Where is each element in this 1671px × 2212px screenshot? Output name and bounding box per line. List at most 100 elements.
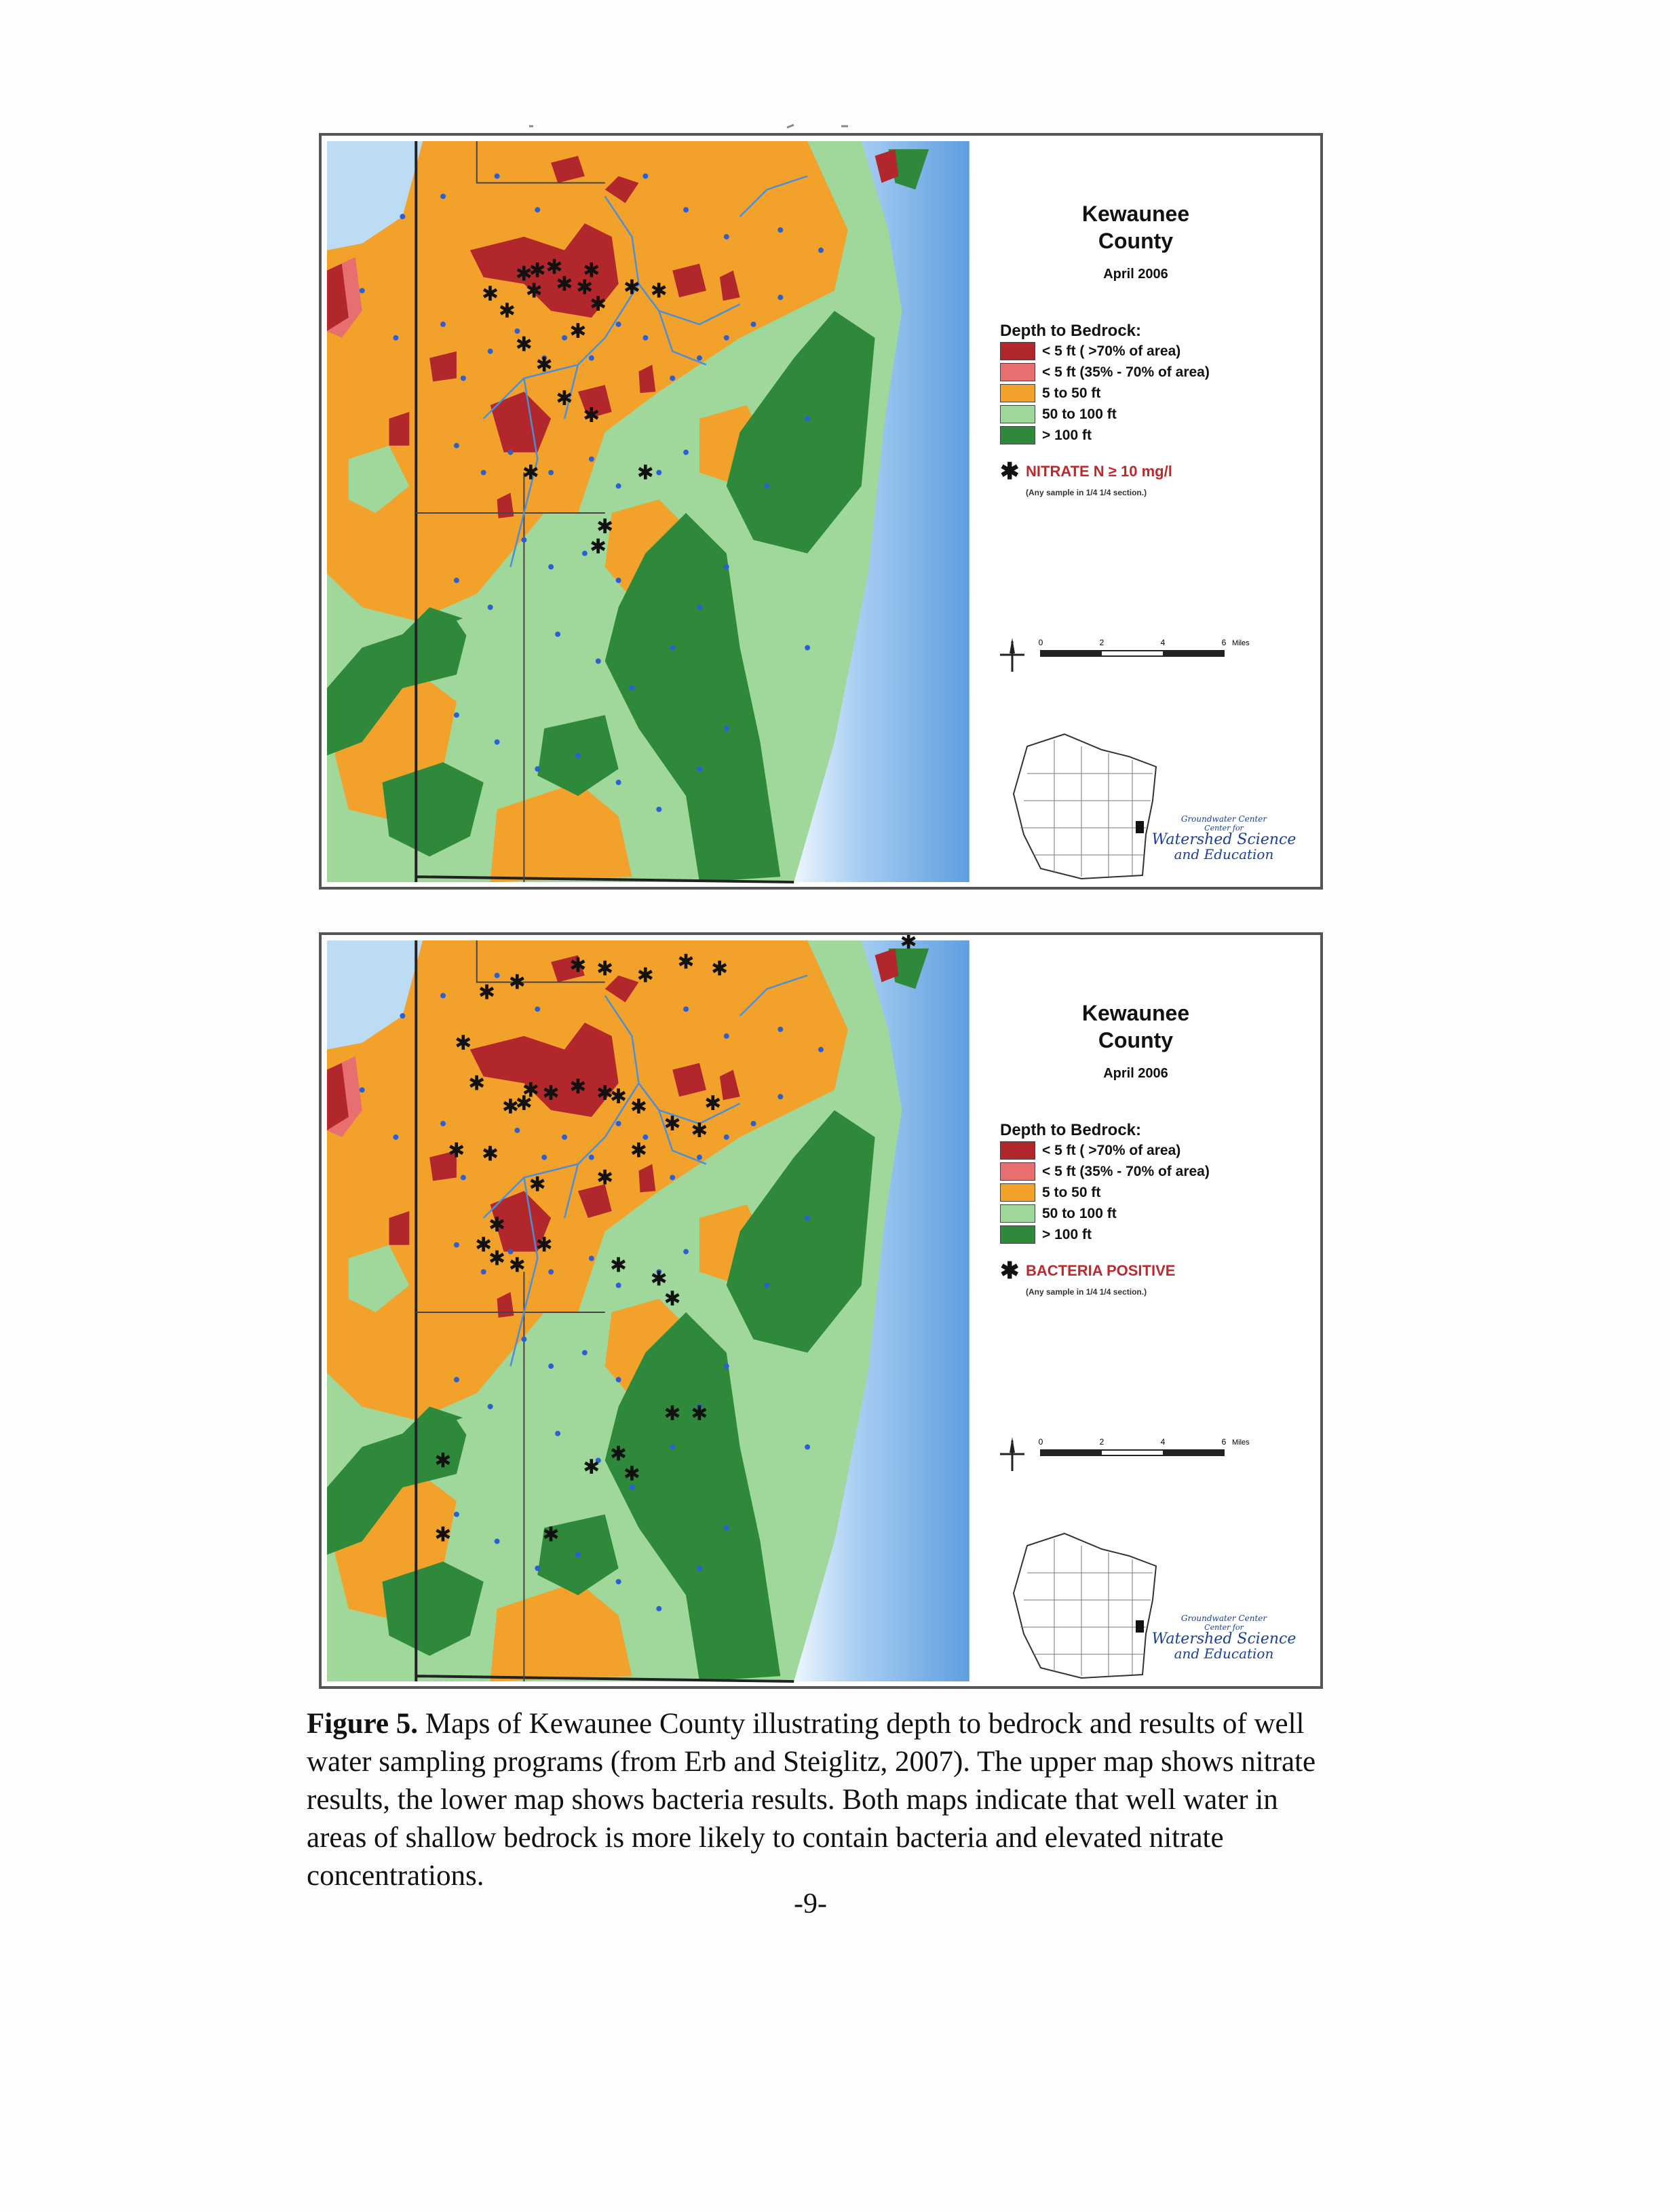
marker-note: (Any sample in 1/4 1/4 section.): [1026, 1287, 1147, 1297]
sample-marker: ✱: [623, 275, 640, 299]
sample-marker: ✱: [502, 1095, 519, 1119]
legend-item: 50 to 100 ft: [1000, 1203, 1312, 1224]
page-number: -9-: [794, 1888, 827, 1920]
sample-marker: ✱: [569, 1075, 586, 1099]
watershed-logo: Groundwater Center Center for Watershed …: [1151, 814, 1297, 862]
sample-marker: ✱: [509, 1253, 526, 1277]
scale-tick: 4: [1161, 638, 1166, 647]
legend-swatch: [1000, 1183, 1035, 1202]
legend-swatch: [1000, 426, 1035, 444]
legend-rows: < 5 ft ( >70% of area) < 5 ft (35% - 70% …: [1000, 341, 1312, 446]
bacteria-markers: ✱ ✱✱ ✱ ✱✱ ✱✱✱✱✱✱✱ ✱ ✱ ✱✱ ✱✱✱✱ ✱✱ ✱✱✱✱✱✱ ✱✱✱✱✱✱✱✱✱ ✱✱…: [435, 935, 917, 1547]
sample-marker: ✱: [651, 279, 668, 303]
scan-marks: [529, 123, 848, 129]
sample-marker: ✱: [630, 1139, 647, 1163]
map-legend: Kewaunee County April 2006 Depth to Bedr…: [1000, 200, 1312, 497]
scale-tick: 6: [1222, 638, 1227, 647]
county-highlight: [1136, 1620, 1144, 1633]
county-title: Kewaunee County: [1081, 202, 1190, 253]
bacteria-map: ✱ ✱ ✱ ✱ ✱ ✱ ✱ ✱ ✱ ✱ ✱ ✱ ✱ ✱ ✱ ✱ ✱ ✱ ✱ ✱ ✱ ✱ ✱ ✱ ✱ ✱ ✱ ✱ ✱ ✱ ✱ ✱ ✱ ✱ ✱ ✱ ✱ ✱ ✱ ✱…: [319, 932, 1323, 1689]
scale-bar: 0 2 4 6 Miles: [1000, 638, 1250, 672]
legend-title: Depth to Bedrock:: [1000, 322, 1142, 340]
map-date: April 2006: [1103, 267, 1168, 282]
legend-swatch: [1000, 1225, 1035, 1244]
legend-label: > 100 ft: [1042, 427, 1092, 443]
nitrate-map: ✱ ✱ ✱ ✱ ✱ ✱ ✱ ✱ ✱ ✱ ✱ ✱ ✱ ✱ ✱ ✱ ✱ ✱ ✱ ✱ ✱ Kewaunee County Ap…: [319, 133, 1323, 890]
sample-marker: ✱: [543, 1082, 560, 1105]
sample-marker: ✱: [704, 1092, 721, 1115]
sample-marker: ✱: [630, 1095, 647, 1119]
scale-tick: 4: [1161, 1437, 1166, 1447]
legend-label: 50 to 100 ft: [1042, 406, 1117, 422]
sample-marker: ✱: [590, 535, 607, 559]
sample-marker: ✱: [509, 970, 526, 994]
map-graphic: ✱✱✱ ✱✱ ✱✱✱✱ ✱✱✱✱✱✱ ✱✱✱✱✱✱: [325, 139, 1317, 884]
legend-item: < 5 ft (35% - 70% of area): [1000, 1161, 1312, 1182]
wisconsin-locator-map: [1012, 733, 1157, 880]
scale-tick: 6: [1222, 1437, 1227, 1447]
sample-marker: ✱: [596, 957, 613, 981]
legend-swatch: [1000, 363, 1035, 381]
legend-swatch: [1000, 1162, 1035, 1181]
marker-label: NITRATE N ≥ 10 mg/l: [1026, 463, 1172, 480]
marker-note: (Any sample in 1/4 1/4 section.): [1026, 488, 1147, 497]
sample-marker: ✱: [526, 279, 543, 303]
legend-label: < 5 ft (35% - 70% of area): [1042, 1163, 1210, 1179]
sample-marker: ✱: [488, 1213, 505, 1237]
sample-marker: ✱: [900, 935, 917, 954]
sample-marker: ✱: [610, 1253, 627, 1277]
legend-title: Depth to Bedrock:: [1000, 1121, 1142, 1139]
map-date: April 2006: [1103, 1066, 1168, 1081]
sample-marker: ✱: [583, 404, 600, 427]
north-arrow-icon: [1000, 638, 1024, 672]
legend-item: 5 to 50 ft: [1000, 383, 1312, 404]
sample-marker: ✱: [691, 1119, 708, 1143]
legend-swatch: [1000, 1141, 1035, 1160]
legend-rows: < 5 ft ( >70% of area) < 5 ft (35% - 70% …: [1000, 1140, 1312, 1245]
sample-marker: ✱: [664, 1402, 681, 1426]
figure-caption: Figure 5. Maps of Kewaunee County illust…: [307, 1705, 1324, 1895]
legend-label: > 100 ft: [1042, 1226, 1092, 1242]
north-arrow-icon: [1000, 1437, 1024, 1471]
scale-bar: 0 2 4 6 Miles: [1000, 1437, 1250, 1471]
sample-marker: ✱: [536, 1234, 553, 1257]
scale-tick: 0: [1039, 1437, 1043, 1447]
sample-marker: ✱: [590, 292, 607, 316]
scale-unit: Miles: [1232, 639, 1250, 647]
scale-tick: 2: [1100, 1437, 1105, 1447]
marker-label: BACTERIA POSITIVE: [1026, 1262, 1176, 1279]
sample-marker: ✱: [610, 1085, 627, 1109]
sample-marker: ✱: [583, 259, 600, 283]
legend-swatch: [1000, 342, 1035, 360]
sample-marker: ✱: [556, 387, 573, 411]
wisconsin-locator-map: [1012, 1532, 1157, 1679]
sample-marker: ✱: [478, 980, 495, 1004]
sample-marker: ✱: [711, 957, 728, 981]
sample-marker: ✱: [596, 1082, 613, 1105]
sample-marker: ✱: [499, 299, 516, 323]
legend-label: 50 to 100 ft: [1042, 1205, 1117, 1221]
sample-marker: ✱: [546, 256, 563, 280]
marker-legend: ✱ BACTERIA POSITIVE: [1000, 1257, 1312, 1284]
sample-marker: ✱: [522, 1078, 539, 1102]
sample-marker: ✱: [569, 954, 586, 978]
asterisk-icon: ✱: [1000, 459, 1020, 484]
legend-label: < 5 ft ( >70% of area): [1042, 343, 1181, 359]
sample-marker: ✱: [488, 1247, 505, 1271]
sample-marker: ✱: [448, 1139, 465, 1163]
sample-marker: ✱: [596, 515, 613, 539]
legend-item: < 5 ft (35% - 70% of area): [1000, 362, 1312, 383]
legend-item: > 100 ft: [1000, 1224, 1312, 1245]
sample-marker: ✱: [664, 1112, 681, 1136]
figure-caption-text: Maps of Kewaunee County illustrating dep…: [307, 1708, 1316, 1892]
sample-marker: ✱: [516, 1092, 533, 1115]
map-legend: Kewaunee County April 2006 Depth to Bedr…: [1000, 999, 1312, 1297]
sample-marker: ✱: [596, 1166, 613, 1189]
scale-tick: 2: [1100, 638, 1105, 647]
sample-marker: ✱: [455, 1031, 472, 1055]
map-graphic: ✱ ✱✱ ✱ ✱✱ ✱✱✱✱✱✱✱ ✱ ✱ ✱✱ ✱✱✱✱ ✱✱ ✱✱✱✱✱✱ ✱✱✱✱✱✱✱✱✱ ✱✱…: [325, 935, 1317, 1683]
marker-legend: ✱ NITRATE N ≥ 10 mg/l: [1000, 458, 1312, 485]
sample-marker: ✱: [691, 1402, 708, 1426]
sample-marker: ✱: [583, 1455, 600, 1479]
sample-marker: ✱: [475, 1234, 492, 1257]
